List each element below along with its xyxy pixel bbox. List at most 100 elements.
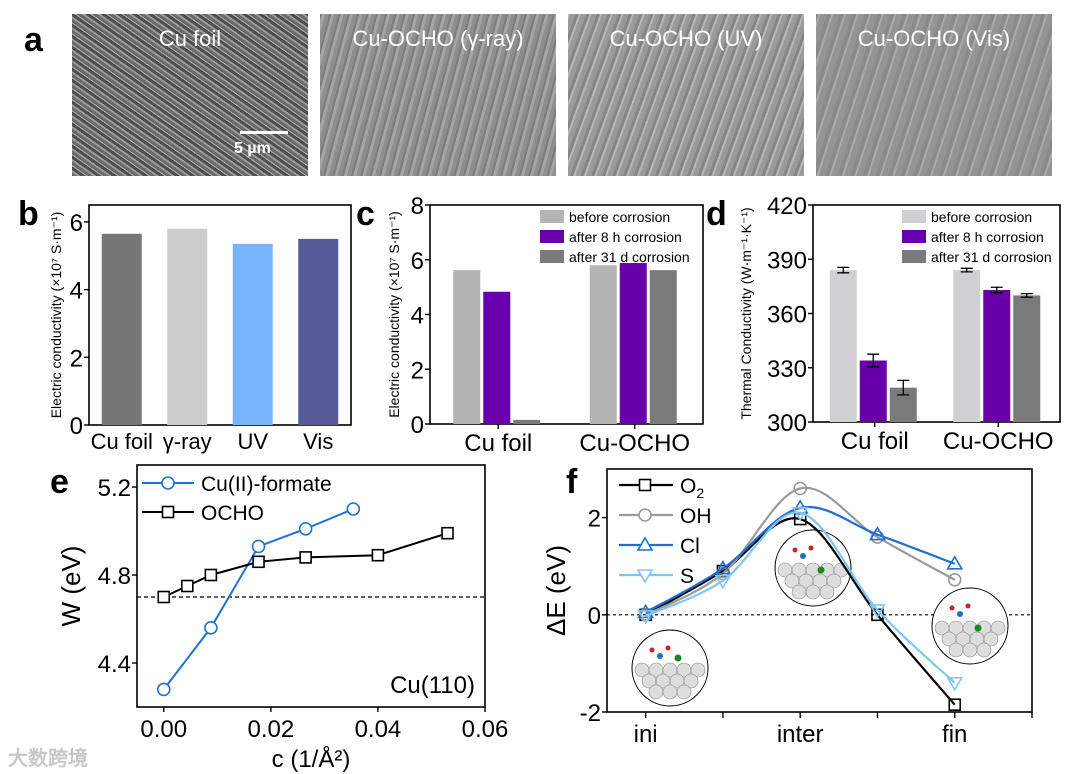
x-axis-label: c (1/Å²) <box>272 745 351 773</box>
copper-atom <box>683 673 699 689</box>
legend-label: Cu(II)-formate <box>201 473 332 496</box>
circle-marker <box>161 476 175 490</box>
bar <box>983 289 1011 422</box>
square-marker <box>638 478 652 492</box>
error-bar <box>897 379 910 396</box>
legend-subscript: 2 <box>696 485 704 501</box>
square-marker <box>371 548 385 562</box>
triangle-up-marker <box>946 555 964 570</box>
sem-title: Cu-OCHO (γ-ray) <box>352 26 524 51</box>
square-marker <box>204 568 218 582</box>
sem-image-vis: Cu-OCHO (Vis) <box>816 14 1052 176</box>
y-tick-label: 6 <box>411 248 424 275</box>
circle-marker <box>156 682 171 697</box>
copper-atom <box>690 662 706 678</box>
x-tick-label: 0.02 <box>247 716 294 743</box>
legend-label: Cl <box>680 535 700 558</box>
y-tick-label: 300 <box>767 410 807 437</box>
panel-label-e: e <box>50 463 69 501</box>
copper-atom <box>983 631 999 647</box>
bar <box>1013 295 1041 422</box>
watermark: 大数跨境 <box>8 748 88 770</box>
sem-title: Cu foil <box>158 26 222 51</box>
legend-swatch <box>540 210 564 223</box>
copper-atom <box>662 684 678 700</box>
y-tick-label: 8 <box>411 193 424 220</box>
annotation: Cu(110) <box>390 672 475 699</box>
square-marker <box>161 505 175 519</box>
structure-inset-2 <box>931 587 1009 665</box>
oxygen-atom <box>649 647 655 653</box>
plot-frame <box>606 468 1033 713</box>
x-tick-label: Cu-OCHO <box>943 428 1054 455</box>
oxygen-atom <box>965 603 971 609</box>
legend-label: before corrosion <box>931 209 1032 225</box>
copper-atom <box>826 573 842 589</box>
square-marker <box>441 526 454 540</box>
sem-image-gamma-ray: Cu-OCHO (γ-ray) <box>320 14 556 176</box>
oxygen-atom <box>792 547 798 553</box>
x-tick-label: fin <box>942 721 967 748</box>
y-tick-label: 360 <box>767 302 807 329</box>
triangle-down-marker <box>791 506 809 522</box>
cu-ion-atom <box>957 611 963 617</box>
plot-frame <box>136 464 486 708</box>
bar <box>167 228 208 425</box>
chlorine-atom <box>974 624 982 632</box>
circle-marker <box>638 508 652 522</box>
structure-inset-1 <box>774 529 852 607</box>
triangle-up-marker <box>869 526 886 541</box>
bar <box>589 265 617 424</box>
copper-atom <box>962 642 978 658</box>
error-bar <box>837 266 850 274</box>
circle-marker <box>251 539 266 554</box>
scale-bar <box>240 131 288 134</box>
panel-label-c: c <box>356 195 375 233</box>
copper-atom <box>648 684 664 700</box>
y-tick-label: 330 <box>767 356 807 383</box>
panel-label-a: a <box>24 21 43 59</box>
circle-marker <box>346 502 361 516</box>
chlorine-atom <box>674 654 682 662</box>
copper-atom <box>791 584 807 600</box>
copper-atom <box>676 684 692 700</box>
bar <box>829 270 857 422</box>
panel-label-f: f <box>566 463 578 501</box>
triangle-down-marker <box>637 609 655 625</box>
legend-label: after 8 h corrosion <box>931 229 1044 245</box>
triangle-down-marker <box>869 604 886 619</box>
circle-marker <box>793 481 807 496</box>
series-0 <box>156 502 361 697</box>
error-bar <box>990 286 1003 294</box>
y-axis-label: ΔE (eV) <box>541 545 571 636</box>
x-tick-label: Cu foil <box>91 429 153 454</box>
square-marker <box>948 698 962 712</box>
copper-atom <box>819 584 835 600</box>
copper-atom <box>976 642 992 658</box>
cu-ion-atom <box>657 653 663 659</box>
chart-d: 300 330 360 390 420 Thermal Conductivity (W·m… <box>738 193 1061 455</box>
sem-image-uv: Cu-OCHO (UV) <box>568 14 804 176</box>
y-tick-label: 4.8 <box>98 563 131 590</box>
y-tick-label: 0 <box>70 413 83 440</box>
legend-label: after 31 d corrosion <box>931 249 1052 265</box>
sem-title: Cu-OCHO (UV) <box>609 26 763 51</box>
bar <box>953 270 981 422</box>
series-line <box>645 511 956 684</box>
y-axis-label: Electric conductivity (×10⁷ S·m⁻¹) <box>48 212 64 419</box>
y-tick-label: 4 <box>411 303 424 330</box>
y-tick-label: 2 <box>70 345 83 372</box>
square-marker <box>181 579 194 593</box>
oxygen-atom <box>949 605 955 611</box>
triangle-down-marker <box>714 574 732 590</box>
y-axis-label: Electric conductivity (×10⁷ S·m⁻¹) <box>386 211 402 418</box>
legend-label: before corrosion <box>569 209 670 225</box>
x-tick-label: ini <box>634 721 658 748</box>
y-tick-label: 6 <box>70 210 83 237</box>
y-tick-label: 420 <box>767 193 807 220</box>
x-tick-label: Cu foil <box>464 430 532 457</box>
series-line <box>645 486 956 616</box>
panel-label-d: d <box>706 195 727 233</box>
bar <box>483 291 511 424</box>
